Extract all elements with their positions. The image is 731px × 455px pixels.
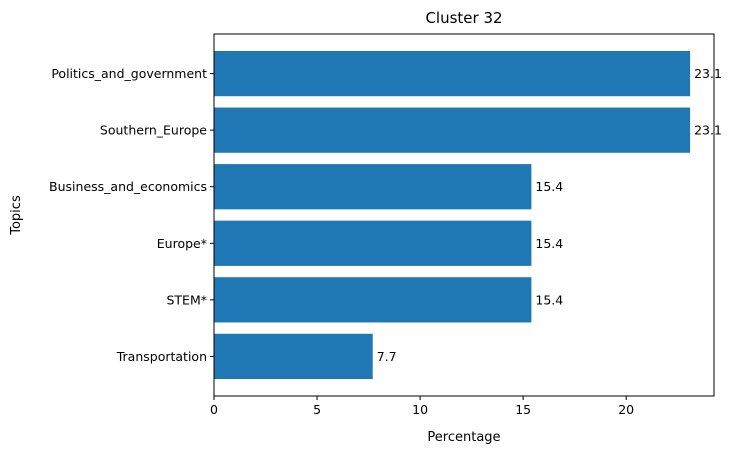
y-tick-label-3: Europe* <box>157 236 207 251</box>
x-axis-label: Percentage <box>427 430 500 445</box>
x-tick-label-4: 20 <box>618 402 634 417</box>
data-label-4: 15.4 <box>535 292 563 307</box>
y-tick-label-5: Transportation <box>116 349 207 364</box>
bar-0 <box>214 50 691 97</box>
y-tick-label-2: Business_and_economics <box>49 179 207 194</box>
data-label-1: 23.1 <box>694 123 722 138</box>
bar-5 <box>214 333 373 380</box>
bar-4 <box>214 277 532 323</box>
bar-3 <box>214 220 532 266</box>
data-label-3: 15.4 <box>535 236 563 251</box>
data-label-2: 15.4 <box>535 179 563 194</box>
y-axis: Politics_and_government Southern_Europe Bu… <box>49 66 214 364</box>
plot-frame <box>213 33 715 397</box>
data-label-0: 23.1 <box>694 66 722 81</box>
y-tick-label-1: Southern_Europe <box>100 123 207 138</box>
x-tick-label-1: 5 <box>313 402 321 417</box>
x-tick-label-2: 10 <box>412 402 428 417</box>
x-tick-label-0: 0 <box>210 402 218 417</box>
data-label-5: 7.7 <box>377 349 397 364</box>
x-axis: 0 5 10 15 20 <box>210 396 634 417</box>
y-axis-label: Topics <box>9 195 24 236</box>
bar-1 <box>214 107 691 153</box>
bars-group <box>214 50 691 380</box>
x-tick-label-3: 15 <box>515 402 531 417</box>
data-labels-group: 23.1 23.1 15.4 15.4 15.4 7.7 <box>377 66 722 364</box>
bar-2 <box>214 164 532 210</box>
chart-title: Cluster 32 <box>425 9 502 27</box>
y-tick-label-4: STEM* <box>166 292 207 307</box>
y-tick-label-0: Politics_and_government <box>51 66 207 81</box>
